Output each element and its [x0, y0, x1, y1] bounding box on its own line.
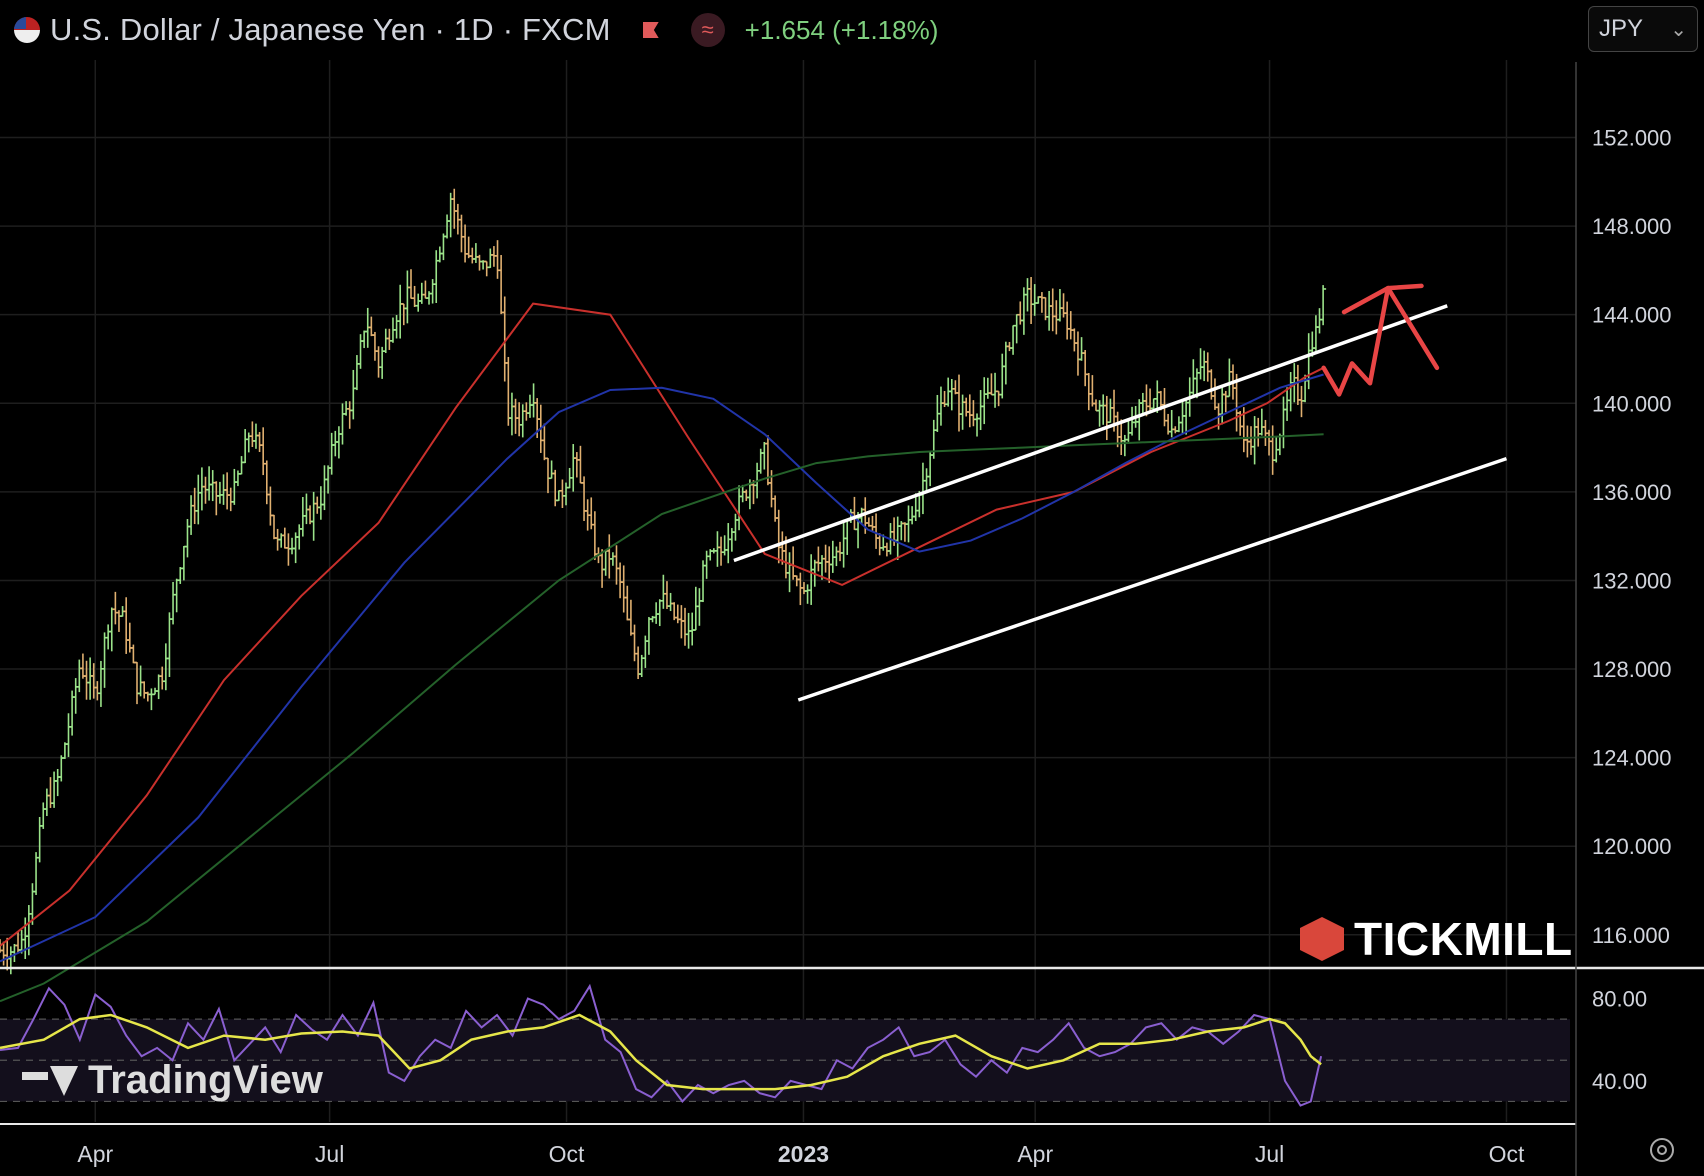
grid-lines — [0, 60, 1576, 1122]
x-tick-label: Jul — [315, 1141, 344, 1167]
tickmill-watermark: TICKMILL — [1300, 912, 1573, 966]
tradingview-logo-icon — [22, 1065, 78, 1096]
y-tick-label: 128.000 — [1592, 657, 1672, 682]
y-tick-label: 116.000 — [1592, 923, 1670, 948]
currency-value: JPY — [1599, 15, 1644, 42]
rsi-line — [0, 983, 1323, 1107]
symbol-title[interactable]: U.S. Dollar / Japanese Yen · 1D · FXCM — [50, 12, 611, 47]
rsi-series — [0, 983, 1323, 1107]
forecast-path — [1321, 283, 1424, 397]
y-tick-label: 124.000 — [1592, 746, 1672, 771]
rsi-tick-label: 40.00 — [1592, 1069, 1647, 1094]
x-axis-ticks: Apr Jul Oct 2023 Apr Jul Oct — [77, 1141, 1525, 1167]
y-tick-label: 152.000 — [1592, 126, 1672, 151]
y-tick-label: 120.000 — [1592, 834, 1672, 859]
tradingview-watermark: TradingView — [22, 1058, 323, 1103]
rsi-axis-ticks: 40.00 80.00 — [1592, 987, 1647, 1094]
moving-average-line — [0, 373, 1324, 963]
tradingview-name: TradingView — [88, 1058, 323, 1102]
tickmill-logo-icon — [1300, 917, 1344, 961]
rsi-tick-label: 80.00 — [1592, 987, 1647, 1012]
moving-average-line — [0, 433, 1324, 1003]
y-tick-label: 144.000 — [1592, 303, 1672, 328]
x-tick-label: Oct — [1489, 1141, 1525, 1167]
candlesticks — [0, 188, 1327, 975]
price-change: +1.654 (+1.18%) — [744, 14, 939, 45]
chart-frame — [0, 62, 1704, 1176]
moving-average-line — [0, 302, 1325, 947]
x-tick-label: Oct — [549, 1141, 585, 1167]
indicator-icon[interactable]: ≈ — [690, 13, 725, 47]
flag-alert-icon[interactable] — [642, 22, 659, 38]
moving-averages — [0, 302, 1325, 1003]
us-flag-icon — [14, 17, 40, 43]
y-tick-label: 140.000 — [1592, 391, 1672, 416]
currency-select[interactable]: JPY ⌄ — [1588, 6, 1698, 52]
y-axis-ticks: 116.000 120.000 124.000 128.000 132.000 136.0… — [1592, 126, 1672, 948]
tickmill-name: TICKMILL — [1354, 913, 1573, 965]
x-tick-label: Apr — [1017, 1141, 1053, 1167]
y-tick-label: 136.000 — [1592, 480, 1672, 505]
y-tick-label: 132.000 — [1592, 568, 1672, 593]
y-tick-label: 148.000 — [1592, 214, 1672, 239]
indicator-symbol: ≈ — [701, 17, 714, 42]
forecast-arrow — [1321, 283, 1440, 397]
chart-header: U.S. Dollar / Japanese Yen · 1D · FXCM ≈… — [14, 10, 938, 50]
price-channel — [733, 304, 1508, 702]
gear-icon[interactable] — [1650, 1138, 1674, 1162]
rsi-ma-line — [0, 1013, 1322, 1091]
forecast-arrowhead — [1341, 285, 1440, 371]
x-tick-label: 2023 — [778, 1141, 829, 1167]
channel-lower-line — [797, 456, 1508, 702]
x-tick-label: Apr — [77, 1141, 113, 1167]
chevron-down-icon: ⌄ — [1670, 18, 1687, 41]
x-tick-label: Jul — [1255, 1141, 1284, 1167]
channel-upper-line — [733, 304, 1448, 563]
